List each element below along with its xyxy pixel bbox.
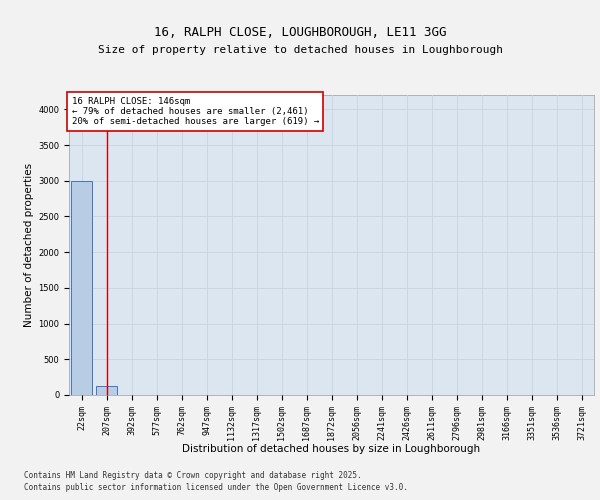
Text: 16, RALPH CLOSE, LOUGHBOROUGH, LE11 3GG: 16, RALPH CLOSE, LOUGHBOROUGH, LE11 3GG: [154, 26, 446, 39]
Text: 16 RALPH CLOSE: 146sqm
← 79% of detached houses are smaller (2,461)
20% of semi-: 16 RALPH CLOSE: 146sqm ← 79% of detached…: [71, 96, 319, 126]
Text: Size of property relative to detached houses in Loughborough: Size of property relative to detached ho…: [97, 45, 503, 55]
Text: Contains HM Land Registry data © Crown copyright and database right 2025.: Contains HM Land Registry data © Crown c…: [24, 472, 362, 480]
Bar: [71, 180, 92, 395]
Y-axis label: Number of detached properties: Number of detached properties: [24, 163, 34, 327]
Text: Contains public sector information licensed under the Open Government Licence v3: Contains public sector information licen…: [24, 483, 408, 492]
Bar: [96, 386, 117, 395]
X-axis label: Distribution of detached houses by size in Loughborough: Distribution of detached houses by size …: [182, 444, 481, 454]
